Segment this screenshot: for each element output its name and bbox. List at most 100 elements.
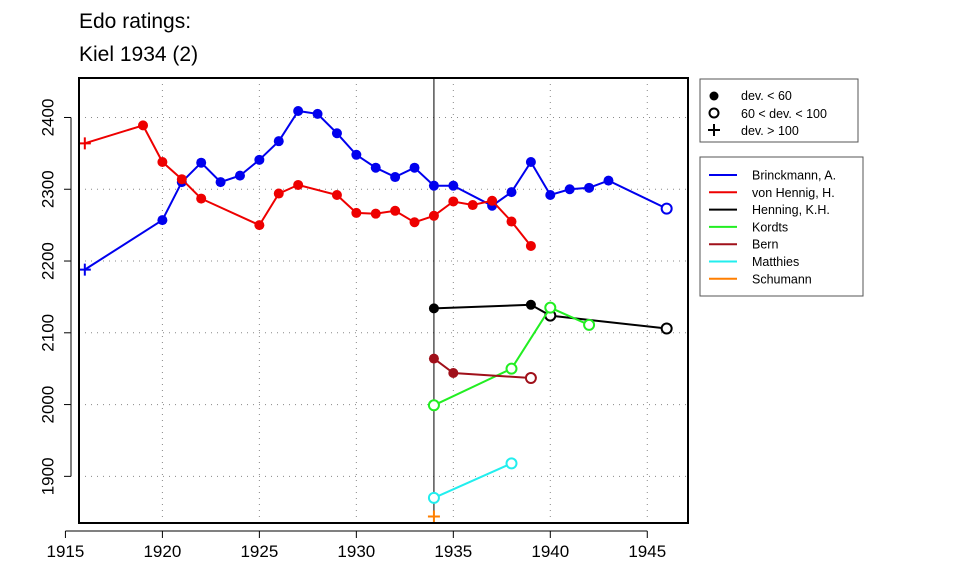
data-point xyxy=(331,128,342,139)
data-point xyxy=(544,301,557,314)
x-tick-label: 1920 xyxy=(143,542,181,561)
data-point xyxy=(660,322,673,335)
data-point xyxy=(603,175,614,186)
series-line xyxy=(433,306,590,407)
data-point xyxy=(390,205,401,216)
data-point xyxy=(370,162,381,173)
series-layer xyxy=(78,106,673,523)
data-point xyxy=(196,157,207,168)
x-tick-label: 1945 xyxy=(628,542,666,561)
data-point xyxy=(448,367,459,378)
series-matthies xyxy=(427,457,518,504)
data-point xyxy=(176,174,187,185)
series-von-hennig-h- xyxy=(78,120,536,251)
data-point xyxy=(273,136,284,147)
legend-label: Matthies xyxy=(752,255,799,269)
y-tick-label: 2100 xyxy=(38,314,57,352)
data-point xyxy=(234,170,245,181)
data-point xyxy=(525,156,536,167)
data-point xyxy=(584,182,595,193)
data-point xyxy=(254,154,265,165)
legend-label: Schumann xyxy=(752,272,812,286)
x-tick-label: 1940 xyxy=(531,542,569,561)
data-point xyxy=(409,162,420,173)
data-point xyxy=(428,353,439,364)
data-point xyxy=(505,362,518,375)
legend-label: von Hennig, H. xyxy=(752,186,835,200)
data-point xyxy=(312,108,323,119)
y-tick-label: 1900 xyxy=(38,457,57,495)
data-point xyxy=(448,180,459,191)
series-line xyxy=(84,109,668,271)
data-point xyxy=(524,372,537,385)
data-point xyxy=(293,179,304,190)
marker-legend-filled-symbol xyxy=(709,91,719,101)
data-point xyxy=(545,189,556,200)
y-axis: 1900 2000 2100 2200 2300 2400 xyxy=(38,99,72,495)
data-point xyxy=(409,217,420,228)
x-tick-label: 1925 xyxy=(240,542,278,561)
x-axis: 1915 1920 1925 1930 1935 1940 1945 xyxy=(47,530,666,561)
data-point xyxy=(370,208,381,219)
data-point xyxy=(428,210,439,221)
marker-legend-label: dev. < 60 xyxy=(741,89,792,103)
data-point xyxy=(428,180,439,191)
series-bern xyxy=(428,353,537,385)
data-point xyxy=(427,399,440,412)
data-point xyxy=(564,184,575,195)
y-tick-label: 2000 xyxy=(38,386,57,424)
x-tick-label: 1935 xyxy=(434,542,472,561)
plot-frame xyxy=(78,77,689,524)
data-point xyxy=(78,137,91,150)
marker-legend-label: dev. > 100 xyxy=(741,124,799,138)
marker-legend-plus-symbol xyxy=(708,124,720,136)
marker-legend-open-symbol xyxy=(708,107,720,119)
chart-title-line-2: Kiel 1934 (2) xyxy=(79,43,198,66)
series-brinckmann-a- xyxy=(78,106,673,276)
y-tick-label: 2400 xyxy=(38,99,57,137)
data-point xyxy=(351,149,362,160)
x-tick-label: 1915 xyxy=(47,542,85,561)
data-point xyxy=(427,510,440,523)
grid xyxy=(79,78,688,523)
series-line xyxy=(433,303,667,330)
series-schumann xyxy=(427,510,440,523)
data-point xyxy=(273,188,284,199)
y-tick-label: 2200 xyxy=(38,242,57,280)
data-point xyxy=(583,318,596,331)
data-point xyxy=(390,172,401,183)
data-point xyxy=(351,207,362,218)
marker-legend-label: 60 < dev. < 100 xyxy=(741,107,827,121)
legend-label: Bern xyxy=(752,238,778,252)
data-point xyxy=(525,299,536,310)
series-legend: Brinckmann, A. von Hennig, H. Henning, K.H… xyxy=(699,156,864,297)
chart-title-line-1: Edo ratings: xyxy=(79,10,191,33)
series-line xyxy=(433,462,512,499)
data-point xyxy=(525,240,536,251)
data-point xyxy=(427,491,440,504)
marker-legend-box xyxy=(699,78,859,143)
data-point xyxy=(293,106,304,117)
data-point xyxy=(487,195,498,206)
y-tick-label: 2300 xyxy=(38,170,57,208)
legend-label: Kordts xyxy=(752,220,788,234)
data-point xyxy=(254,220,265,231)
data-point xyxy=(78,263,91,276)
data-point xyxy=(138,120,149,131)
data-point xyxy=(506,216,517,227)
data-point xyxy=(448,196,459,207)
series-kordts xyxy=(427,301,596,412)
data-point xyxy=(660,202,673,215)
data-point xyxy=(196,193,207,204)
data-point xyxy=(331,189,342,200)
data-point xyxy=(505,457,518,470)
data-point xyxy=(157,156,168,167)
data-point xyxy=(157,215,168,226)
data-point xyxy=(428,303,439,314)
data-point xyxy=(506,187,517,198)
legend-label: Henning, K.H. xyxy=(752,203,830,217)
x-tick-label: 1930 xyxy=(337,542,375,561)
data-point xyxy=(467,200,478,211)
marker-legend: dev. < 60 60 < dev. < 100 dev. > 100 xyxy=(699,78,859,143)
